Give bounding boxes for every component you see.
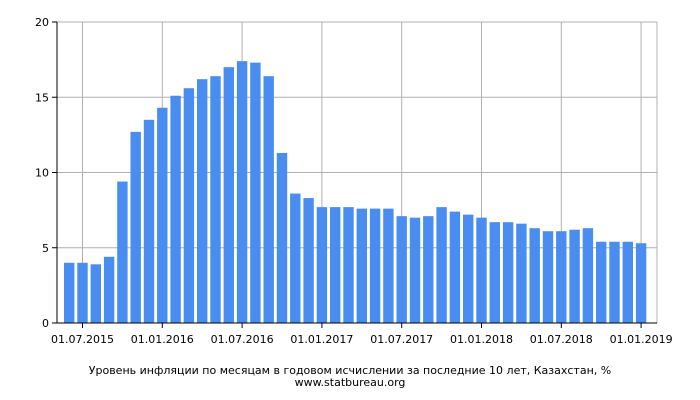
x-tick-label: 01.07.2016 [211,333,274,346]
bar [303,198,314,323]
y-tick-label: 0 [42,317,49,330]
chart-title: Уровень инфляции по месяцам в годовом ис… [88,364,612,377]
bar [223,67,234,324]
bar [529,228,540,323]
bar [489,222,500,323]
bar [90,264,101,323]
bar [290,193,301,323]
bar [569,229,580,323]
x-tick-label: 01.07.2017 [370,333,433,346]
bar [502,222,514,323]
bar [556,231,567,323]
bar [276,152,288,323]
x-tick-label: 01.01.2019 [610,333,673,346]
bar [622,241,633,323]
bar [582,228,594,323]
bar [117,181,128,323]
bar [130,131,141,323]
bar [210,76,221,324]
x-tick-label: 01.01.2017 [290,333,353,346]
bar [516,223,527,323]
bar [330,207,341,323]
bar [236,61,248,323]
bar [197,79,208,323]
bar [183,88,195,323]
bar [436,207,447,323]
bar [596,241,607,323]
bar [369,208,381,323]
bar [103,256,115,323]
bar [170,95,181,324]
chart-source: www.statbureau.org [294,376,406,389]
x-tick-label: 01.07.2018 [530,333,593,346]
bar [157,107,168,323]
bar [356,208,367,323]
bar [343,207,354,323]
y-tick-label: 20 [35,16,49,29]
bar [609,241,620,323]
bar [143,119,155,323]
bar [542,231,554,323]
bar [449,211,461,323]
bar [250,62,261,323]
y-tick-labels: 0 5 10 15 20 [35,16,49,330]
bar [409,217,421,323]
bar [316,207,328,323]
axes [52,21,657,328]
bar [383,208,394,323]
bar [77,262,88,323]
bars [64,61,647,324]
y-tick-label: 10 [35,167,49,180]
x-tick-label: 01.07.2015 [51,333,114,346]
bar [263,76,274,324]
y-tick-label: 5 [42,242,49,255]
y-tick-label: 15 [35,91,49,104]
bar [463,214,474,323]
bar [396,216,407,323]
bar [64,262,75,323]
bar [635,243,647,323]
x-tick-labels: 01.07.2015 01.01.2016 01.07.2016 01.01.2017… [51,333,673,346]
bar [423,216,434,323]
bar [476,217,487,323]
x-tick-label: 01.01.2018 [450,333,513,346]
x-tick-label: 01.01.2016 [131,333,194,346]
